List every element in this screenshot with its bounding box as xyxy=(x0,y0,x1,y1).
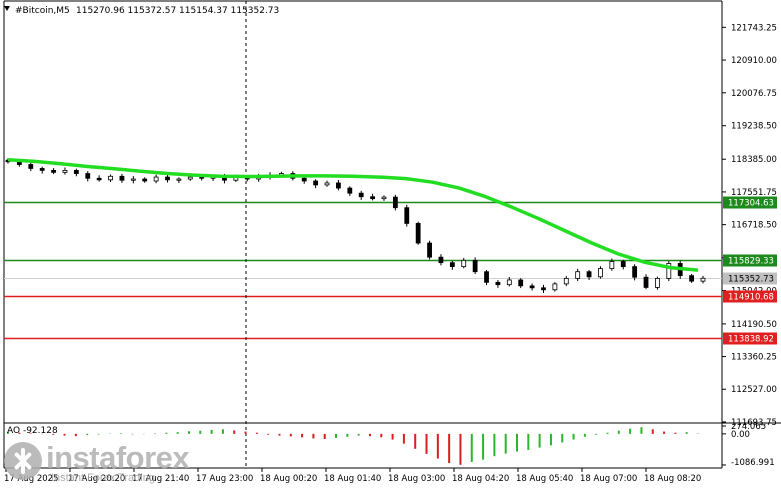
time-tick-label: 18 Aug 07:00 xyxy=(580,474,637,484)
candle-body xyxy=(73,169,79,174)
candle-body xyxy=(643,276,649,288)
level-price-label: 117304.63 xyxy=(728,199,774,209)
level-price-tag xyxy=(723,290,777,303)
candle-body xyxy=(39,168,45,171)
candle-body xyxy=(96,177,102,181)
candle-body xyxy=(392,196,398,209)
candle-body xyxy=(51,169,56,173)
price-tick-label: 118385.00 xyxy=(731,155,777,165)
current-price-tag xyxy=(723,272,777,285)
ao-tick-label: 0.00 xyxy=(731,430,750,440)
time-tick-label: 17 Aug 23:00 xyxy=(196,474,253,484)
candle-body xyxy=(427,242,432,258)
time-tick-label: 18 Aug 05:40 xyxy=(516,474,573,484)
candle-body xyxy=(62,169,68,173)
candle-body xyxy=(552,283,558,291)
candle-body xyxy=(176,178,182,181)
brand-name: instaforex xyxy=(46,440,190,475)
candle-body xyxy=(153,176,159,182)
price-tick-label: 117551.75 xyxy=(731,188,777,198)
time-tick-label: 18 Aug 01:40 xyxy=(324,474,381,484)
candle-body xyxy=(484,271,489,283)
candle-body xyxy=(529,285,535,289)
candle-body xyxy=(461,259,467,268)
ao-tick-label: 274.065 xyxy=(731,422,766,432)
candle-body xyxy=(324,182,330,186)
instaforex-watermark: instaforex Instant Forex Trading xyxy=(4,440,194,484)
symbol-label: #Bitcoin,M5 xyxy=(15,6,70,16)
candle-body xyxy=(598,268,603,278)
price-tick-label: 112527.00 xyxy=(731,385,777,395)
candle-body xyxy=(563,277,569,285)
candle-body xyxy=(655,277,660,288)
level-price-tag xyxy=(723,332,777,345)
candle-body xyxy=(541,287,546,291)
candle-body xyxy=(518,279,524,287)
price-tick-label: 120076.75 xyxy=(731,89,777,99)
candle-body xyxy=(108,175,113,181)
candle-body xyxy=(313,180,319,186)
price-tick-label: 119238.50 xyxy=(731,122,777,132)
candle-body xyxy=(404,207,410,224)
candle-body xyxy=(130,178,136,181)
level-price-tag xyxy=(723,196,777,209)
time-tick-label: 17 Aug 2025 xyxy=(4,474,58,484)
current-price-label: 115352.73 xyxy=(728,275,774,285)
level-price-tag xyxy=(723,254,777,267)
time-tick-label: 17 Aug 21:40 xyxy=(132,474,189,484)
triangle-down-icon[interactable] xyxy=(4,6,10,11)
ohlc-values: 115270.96 115372.57 115154.37 115352.73 xyxy=(76,6,279,16)
candle-body xyxy=(472,259,478,273)
ao-tick-label: -1086.991 xyxy=(731,458,775,468)
price-tick-label: 111693.75 xyxy=(731,418,777,428)
candle-body xyxy=(438,256,444,264)
candle-body xyxy=(632,266,638,278)
candle-body xyxy=(336,182,341,189)
candle-body xyxy=(85,173,91,179)
candle-body xyxy=(575,271,581,279)
candle-body xyxy=(689,275,695,282)
moving-average-line xyxy=(7,158,699,272)
level-price-label: 115829.33 xyxy=(728,257,774,267)
candle-body xyxy=(700,277,706,282)
candle-body xyxy=(28,164,34,169)
candle-body xyxy=(301,177,307,182)
time-tick-label: 18 Aug 00:20 xyxy=(260,474,317,484)
price-tick-label: 116718.50 xyxy=(731,221,777,231)
candle-body xyxy=(666,263,672,279)
time-tick-label: 17 Aug 20:20 xyxy=(68,474,125,484)
candle-body xyxy=(381,196,387,200)
price-tick-label: 113360.25 xyxy=(731,353,777,363)
candle-body xyxy=(187,176,193,180)
candle-body xyxy=(370,196,375,200)
candle-body xyxy=(415,223,421,244)
candle-body xyxy=(449,262,455,268)
brand-tagline: Instant Forex Trading xyxy=(51,472,155,484)
level-price-label: 113838.92 xyxy=(728,335,774,345)
instaforex-logo-icon xyxy=(4,442,42,480)
price-tick-label: 114190.50 xyxy=(731,320,777,330)
price-tick-label: 121743.25 xyxy=(731,23,777,33)
candle-body xyxy=(358,192,364,198)
candle-body xyxy=(620,261,626,268)
candle-body xyxy=(586,271,592,278)
candle-body xyxy=(495,281,501,286)
candle-body xyxy=(142,178,148,182)
level-price-label: 114910.68 xyxy=(728,293,774,303)
candle-body xyxy=(609,261,615,269)
price-tick-label: 120910.00 xyxy=(731,56,777,66)
candle-body xyxy=(506,279,512,286)
time-tick-label: 18 Aug 08:20 xyxy=(644,474,701,484)
candle-body xyxy=(165,176,170,181)
ao-label: AO -92.128 xyxy=(7,426,58,436)
candle-body xyxy=(119,175,125,181)
time-tick-label: 18 Aug 03:00 xyxy=(388,474,445,484)
time-tick-label: 18 Aug 04:20 xyxy=(452,474,509,484)
candle-body xyxy=(347,187,353,194)
